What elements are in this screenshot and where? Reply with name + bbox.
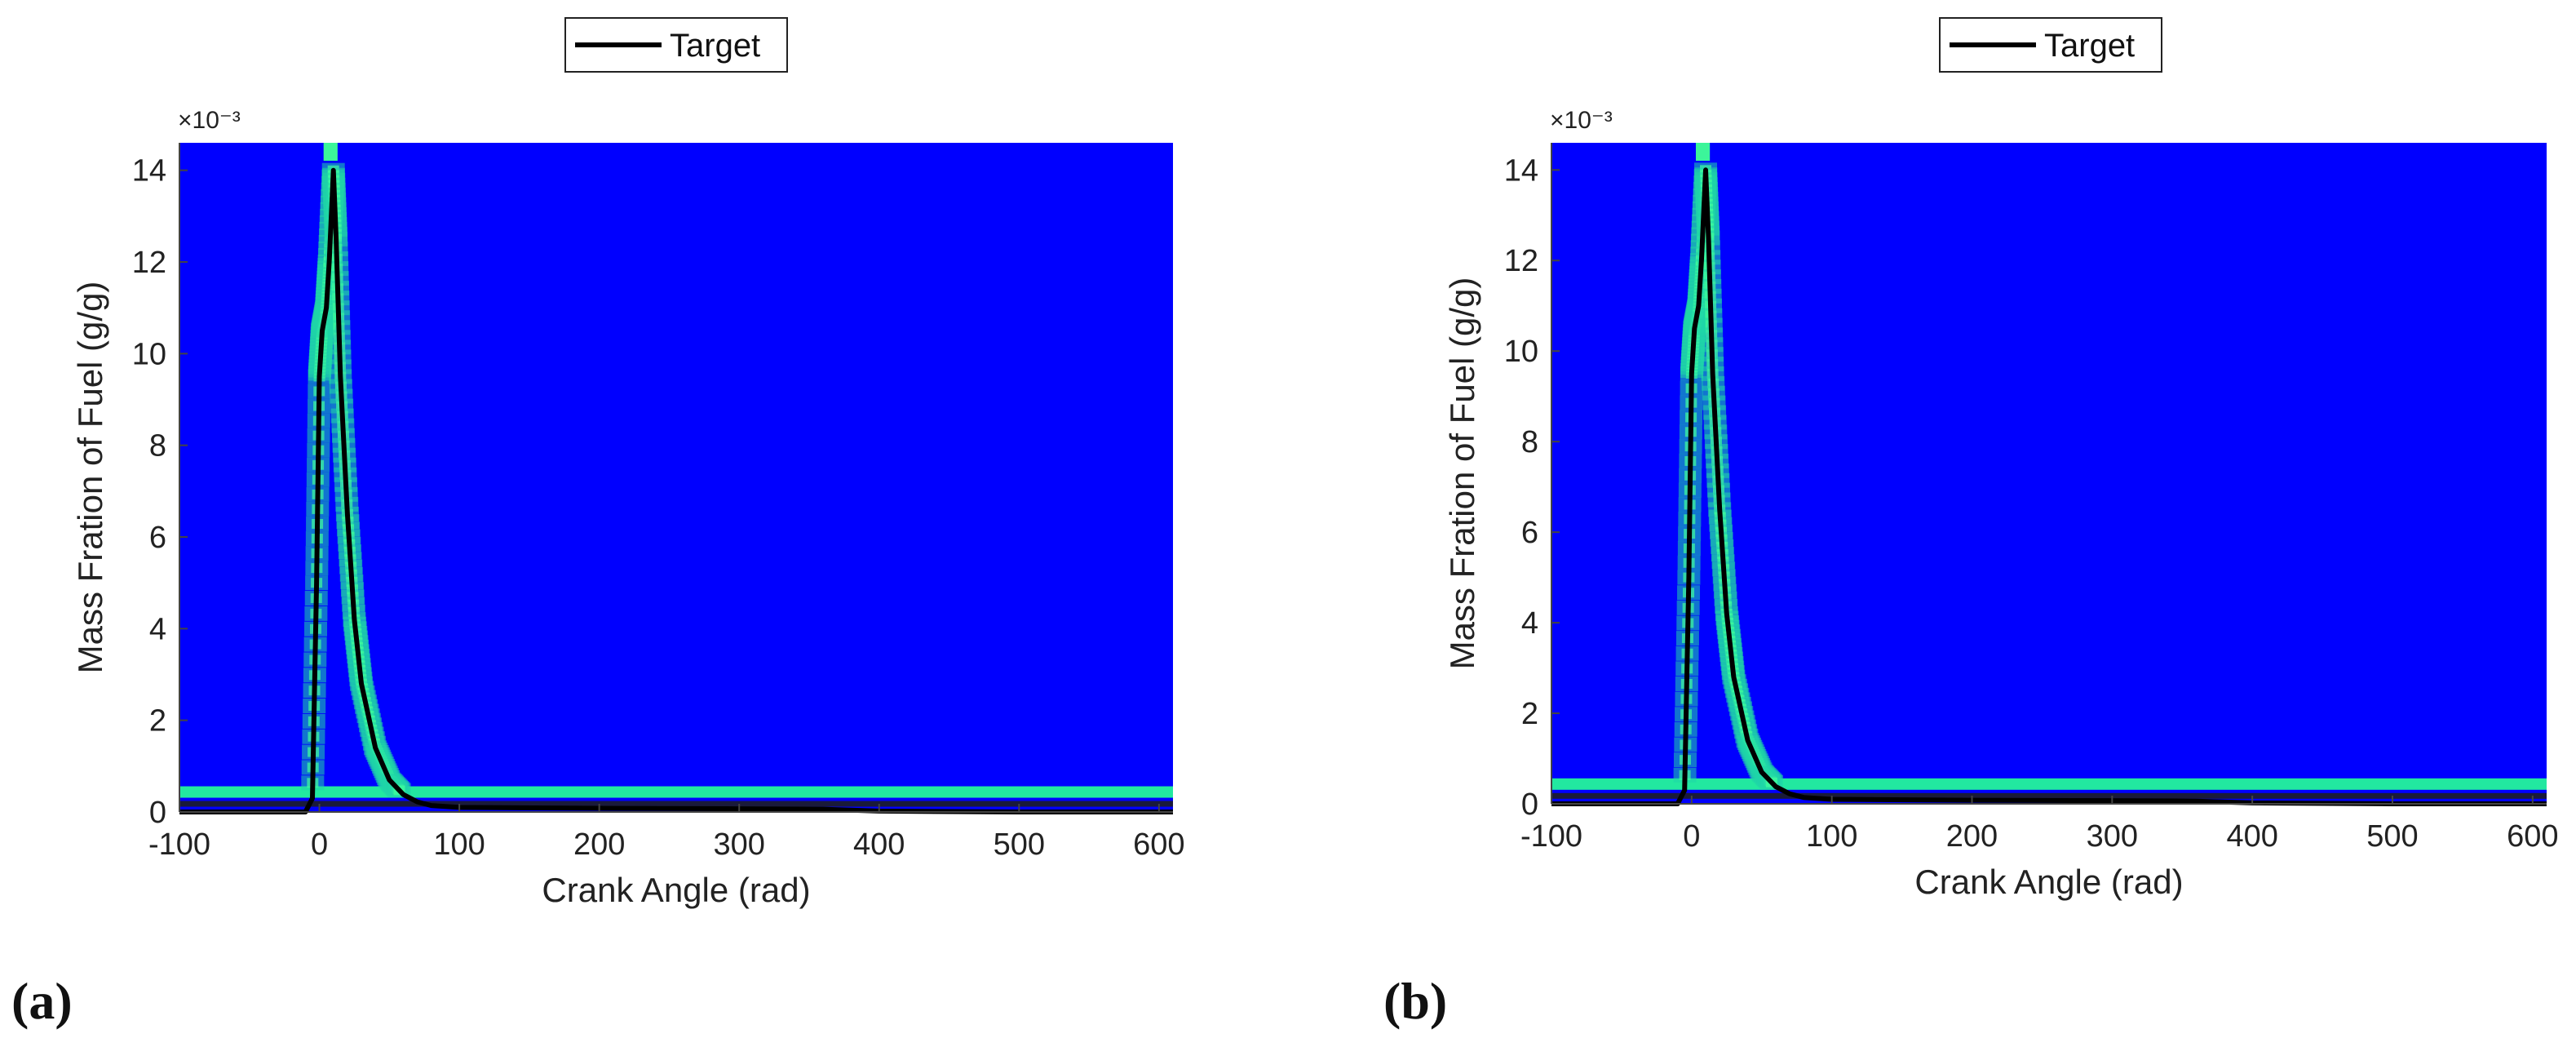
x-tick-label: 100 [1806, 819, 1857, 854]
density-band [1551, 778, 2547, 790]
legend: Target [1939, 17, 2162, 73]
y-tick-label: 6 [149, 521, 166, 555]
x-tick-label: 0 [1683, 819, 1700, 854]
x-tick-label: 400 [2226, 819, 2277, 854]
y-tick-label: 6 [1521, 516, 1538, 550]
x-tick-label: 200 [573, 827, 625, 862]
y-tick-label: 12 [1504, 244, 1538, 278]
y-axis-label: Mass Fration of Fuel (g/g) [1443, 277, 1481, 670]
x-axis-label: Crank Angle (rad) [542, 871, 810, 909]
x-tick-label: -100 [148, 827, 210, 862]
y-tick-label: 4 [1521, 606, 1538, 641]
x-tick-label: 300 [2087, 819, 2138, 854]
y-tick-label: 10 [132, 337, 166, 371]
density-floor [1551, 792, 2547, 799]
x-tick-label: 200 [1946, 819, 1998, 854]
x-tick-label: 0 [311, 827, 328, 862]
panel-label: (b) [1383, 972, 1447, 1030]
x-tick-label: 600 [1133, 827, 1184, 862]
x-tick-label: 100 [433, 827, 485, 862]
y-tick-label: 8 [1521, 425, 1538, 459]
legend-entry-label: Target [2044, 28, 2135, 64]
x-tick-label: 500 [994, 827, 1045, 862]
y-axis-label: Mass Fration of Fuel (g/g) [71, 282, 109, 674]
chart-panel-a: -100 0 100 200 300 400 500 60002468101214×10⁻³C… [71, 17, 1185, 909]
y-tick-label: 10 [1504, 335, 1538, 369]
legend: Target [564, 17, 788, 73]
target-line [179, 167, 1173, 814]
y-tick-label: 8 [149, 429, 166, 464]
x-axis-label: Crank Angle (rad) [1914, 863, 2183, 901]
x-tick-label: 300 [713, 827, 764, 862]
density-cell [1695, 143, 1711, 161]
panel-label: (a) [11, 972, 73, 1030]
y-exponent-label: ×10⁻³ [178, 107, 241, 134]
y-tick-label: 14 [132, 154, 166, 189]
y-tick-label: 12 [132, 246, 166, 280]
y-tick-label: 2 [149, 704, 166, 739]
chart-panel-b: -100 0 100 200 300 400 500 60002468101214×10⁻³C… [1443, 17, 2559, 901]
density-band [179, 786, 1173, 798]
x-tick-label: 600 [2507, 819, 2558, 854]
y-tick-label: 0 [149, 796, 166, 830]
y-exponent-label: ×10⁻³ [1550, 107, 1613, 134]
legend-entry-label: Target [670, 28, 760, 64]
y-tick-label: 14 [1504, 153, 1538, 188]
y-tick-label: 4 [149, 612, 166, 646]
x-tick-label: 500 [2366, 819, 2418, 854]
density-floor [179, 801, 1173, 807]
y-tick-label: 0 [1521, 787, 1538, 822]
x-tick-label: -100 [1520, 819, 1582, 854]
y-tick-label: 2 [1521, 697, 1538, 731]
x-tick-label: 400 [853, 827, 905, 862]
density-cell [323, 143, 338, 161]
target-line [1551, 167, 2547, 806]
